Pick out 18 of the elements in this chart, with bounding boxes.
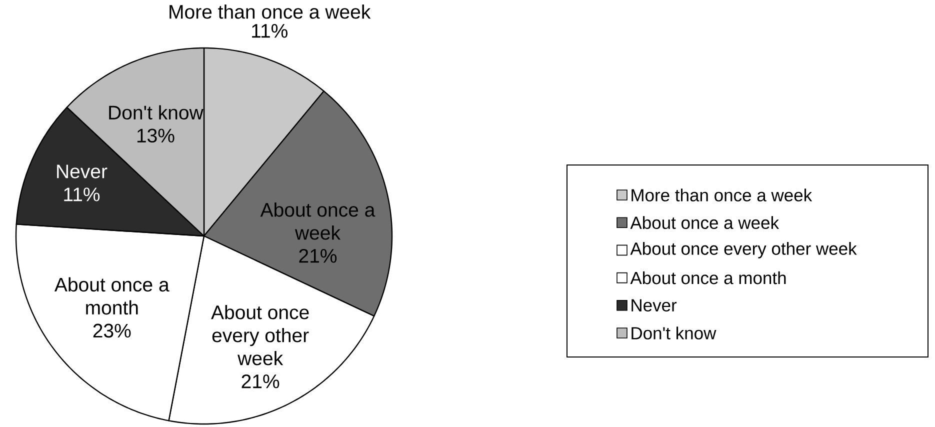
- legend-label: Don't know: [632, 326, 716, 340]
- data-label: 21%: [299, 248, 337, 263]
- legend-label: Never: [632, 299, 677, 312]
- slice-label: Don't know: [109, 105, 204, 120]
- data-label: 11%: [252, 24, 288, 38]
- slice-label: About once a month: [54, 277, 170, 315]
- slice-label: More than once a week: [170, 4, 371, 19]
- slice-label: About once a week: [260, 202, 376, 240]
- data-label: 23%: [93, 324, 131, 338]
- legend-label: More than once a week: [632, 188, 812, 202]
- data-label: 11%: [64, 188, 100, 202]
- legend-label: About once a month: [630, 271, 786, 284]
- legend-label: About once a week: [630, 216, 780, 230]
- data-label: 21%: [242, 374, 280, 388]
- legend-label: About once every other week: [630, 242, 857, 258]
- slice-label: Never: [57, 164, 108, 178]
- slice-label: About once every other week: [211, 304, 309, 366]
- data-label: 13%: [137, 128, 174, 143]
